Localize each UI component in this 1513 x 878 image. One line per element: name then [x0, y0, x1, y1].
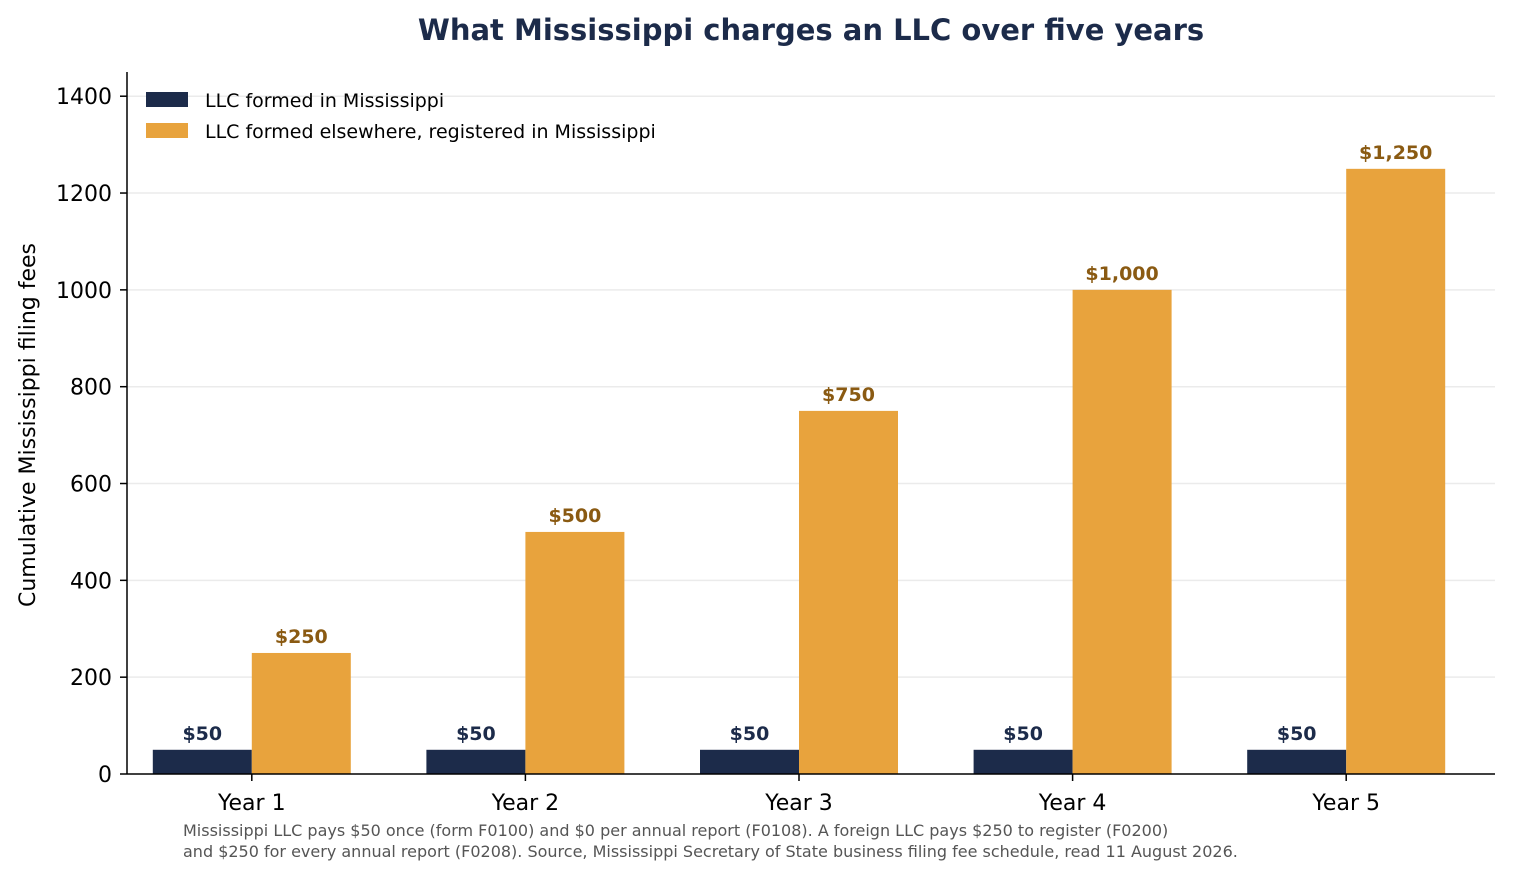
data-label: $250	[275, 626, 328, 648]
legend: LLC formed in Mississippi LLC formed else…	[146, 90, 656, 143]
data-label: $500	[548, 505, 601, 527]
bar-foreign-3	[799, 410, 898, 774]
data-labels: $50 $250 $50 $500 $50 $750 $50 $1,000 $50 $1,250	[182, 142, 1432, 745]
bar-in-state-3	[700, 749, 799, 774]
bar-in-state-4	[973, 749, 1073, 774]
y-tick-label: 600	[70, 473, 112, 498]
axes: 0 200 400 600 800 1000 1200 1400 Year 1 Year 2 Yea…	[56, 72, 1495, 816]
data-label: $50	[456, 723, 496, 745]
bar-foreign-1	[251, 652, 351, 774]
legend-label: LLC formed in Mississippi	[205, 90, 444, 112]
data-label: $50	[1003, 723, 1043, 745]
bar-in-state-1	[152, 749, 252, 774]
y-tick-label: 1200	[56, 182, 112, 207]
data-label: $750	[822, 384, 875, 406]
y-tick-label: 400	[70, 569, 112, 594]
bar-foreign-5	[1346, 168, 1446, 775]
legend-label: LLC formed elsewhere, registered in Miss…	[205, 121, 656, 143]
x-tick-label: Year 2	[491, 791, 560, 816]
y-tick-label: 0	[98, 763, 112, 788]
x-tick-label: Year 4	[1038, 791, 1107, 816]
footnote-line-2: and $250 for every annual report (F0208)…	[183, 842, 1238, 861]
x-tick-label: Year 5	[1311, 791, 1380, 816]
x-tick-label: Year 3	[764, 791, 833, 816]
y-tick-label: 1000	[56, 279, 112, 304]
y-tick-label: 800	[70, 376, 112, 401]
footnote: Mississippi LLC pays $50 once (form F010…	[183, 820, 1483, 862]
y-tick-label: 1400	[56, 85, 112, 110]
legend-swatch	[146, 123, 188, 138]
bar-foreign-4	[1072, 289, 1172, 774]
y-tick-label: 200	[70, 666, 112, 691]
chart-title: What Mississippi charges an LLC over fiv…	[418, 13, 1204, 47]
data-label: $50	[182, 723, 222, 745]
bar-foreign-2	[525, 531, 625, 774]
y-axis-label: Cumulative Mississippi filing fees	[16, 243, 41, 607]
data-label: $1,000	[1085, 263, 1158, 285]
bar-in-state-5	[1247, 749, 1347, 774]
x-tick-label: Year 1	[217, 791, 286, 816]
bar-in-state-2	[426, 749, 526, 774]
bars	[152, 168, 1446, 775]
legend-swatch	[146, 92, 188, 107]
data-label: $1,250	[1359, 142, 1432, 164]
footnote-line-1: Mississippi LLC pays $50 once (form F010…	[183, 821, 1169, 840]
data-label: $50	[730, 723, 770, 745]
data-label: $50	[1277, 723, 1317, 745]
